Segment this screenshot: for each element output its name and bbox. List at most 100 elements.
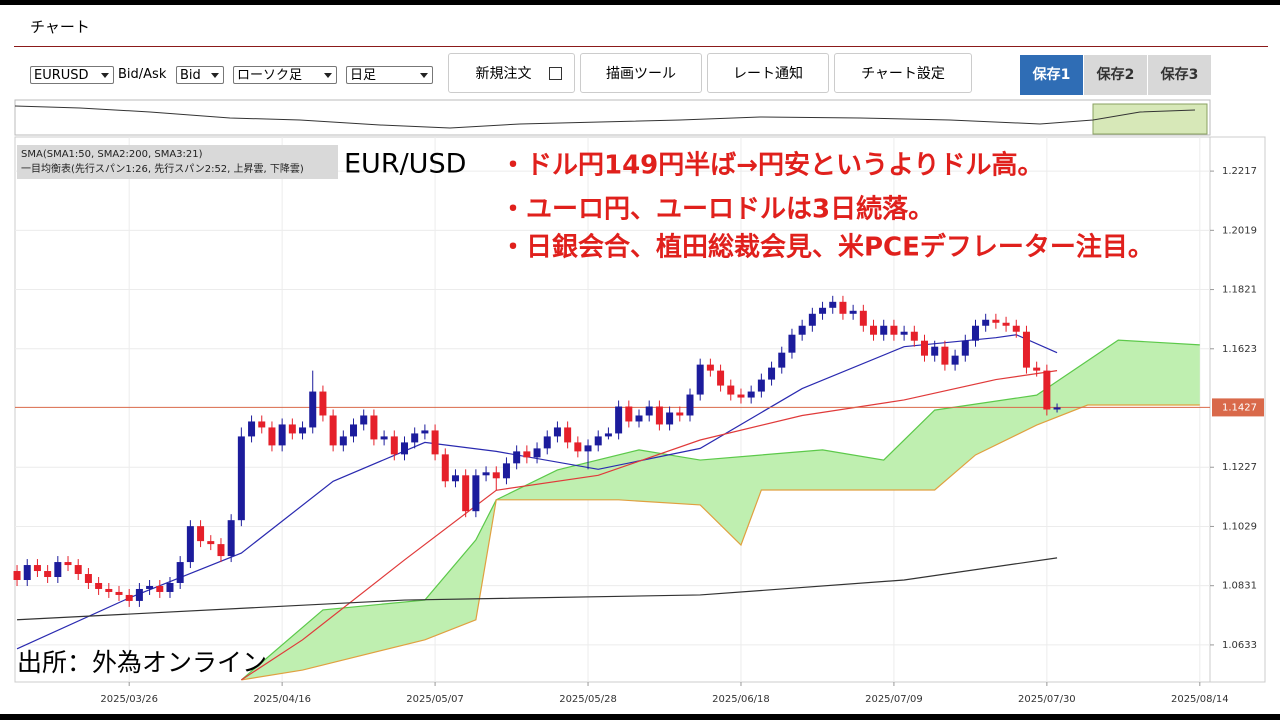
x-tick-label: 2025/03/26 — [100, 694, 158, 705]
candle-body — [156, 585, 164, 592]
candle-body — [197, 526, 205, 542]
candle-body — [625, 406, 633, 422]
symbol-select[interactable]: EURUSD — [30, 66, 114, 84]
candle-body — [829, 301, 837, 308]
annotation: ・ドル円149円半ば→円安というよりドル高。 — [500, 150, 1044, 181]
candle-body — [105, 588, 113, 592]
candle-body — [533, 448, 541, 458]
sma-line — [16, 334, 1058, 650]
candle-body — [676, 412, 684, 416]
candle-body — [584, 445, 592, 452]
x-tick-label: 2025/04/16 — [253, 694, 311, 705]
candle-body — [1012, 325, 1020, 332]
candle-body — [910, 331, 918, 341]
save-tab[interactable]: 保存2 — [1084, 55, 1147, 95]
settings-button[interactable]: チャート設定 — [834, 53, 972, 93]
candle-body — [564, 427, 572, 443]
candle-body — [390, 436, 398, 455]
candle-body — [513, 451, 521, 464]
x-tick-label: 2025/08/14 — [1171, 694, 1229, 705]
candle-body — [258, 421, 266, 428]
candle-body — [319, 391, 327, 416]
y-tick-label: 1.1821 — [1222, 285, 1257, 296]
candle-body — [380, 436, 388, 440]
candle-body — [1022, 331, 1030, 368]
navigator — [14, 99, 1211, 136]
candle-body — [421, 430, 429, 434]
candle-body — [1043, 370, 1051, 410]
candle-body — [176, 562, 184, 583]
draw-tool-button[interactable]: 描画ツール — [580, 53, 702, 93]
bid-ask-label: Bid/Ask — [118, 67, 167, 82]
candle-body — [186, 526, 194, 563]
candle-body — [645, 406, 653, 416]
window-icon — [549, 67, 562, 80]
candle-body — [849, 310, 857, 314]
alert-button[interactable]: レート通知 — [707, 53, 829, 93]
candle-body — [125, 594, 133, 601]
candle-body — [339, 436, 347, 446]
candle-body — [135, 588, 143, 601]
candle-body — [207, 541, 215, 545]
y-tick-label: 1.2217 — [1222, 166, 1257, 177]
candle-body — [299, 427, 307, 434]
y-tick-label: 1.1029 — [1222, 521, 1257, 532]
candle-body — [615, 406, 623, 434]
annotation: ・ユーロ円、ユーロドルは3日続落。 — [500, 194, 934, 225]
legend-box — [17, 145, 338, 179]
candle-body — [788, 334, 796, 353]
y-tick-label: 1.0633 — [1222, 640, 1257, 651]
candle-body — [921, 340, 929, 356]
period-select[interactable]: 日足 — [346, 66, 433, 84]
candle-body — [655, 406, 663, 425]
save-tab[interactable]: 保存3 — [1148, 55, 1211, 95]
candle-body — [237, 436, 245, 521]
symbol-label: EUR/USD — [344, 149, 466, 180]
candle-body — [95, 582, 103, 589]
candle-body — [64, 562, 72, 566]
span-b-line — [241, 404, 1200, 681]
candle-body — [268, 427, 276, 446]
last-price-box — [1212, 398, 1264, 417]
candle-body — [839, 301, 847, 314]
navigator-line — [14, 105, 1196, 129]
x-tick-label: 2025/05/28 — [559, 694, 617, 705]
candle-body — [146, 585, 154, 589]
candle-body — [737, 394, 745, 398]
save-tab[interactable]: 保存1 — [1020, 55, 1083, 95]
legend-text: SMA(SMA1:50, SMA2:200, SMA3:21) — [21, 149, 203, 160]
candle-body — [329, 415, 337, 446]
candle-body — [441, 454, 449, 482]
side-select[interactable]: Bid — [176, 66, 224, 84]
candle-body — [166, 582, 174, 592]
candle-body — [951, 355, 959, 365]
candle-body — [880, 325, 888, 335]
candle-body — [23, 565, 31, 580]
x-tick-label: 2025/05/07 — [406, 694, 464, 705]
new-order-button[interactable]: 新規注文 — [448, 53, 575, 93]
candle-body — [360, 415, 368, 425]
style-select[interactable]: ローソク足 — [233, 66, 337, 84]
candle-body — [33, 565, 41, 572]
candle-body — [961, 340, 969, 356]
candle-body — [717, 370, 725, 386]
candle-body — [492, 472, 500, 479]
candle-body — [574, 442, 582, 452]
candle-body — [13, 571, 21, 580]
candle-body — [768, 367, 776, 380]
navigator-window[interactable] — [1092, 103, 1208, 135]
y-tick-label: 1.0831 — [1222, 581, 1257, 592]
cloud-fill — [241, 340, 1200, 680]
header-rule — [14, 46, 1268, 47]
candle-body — [115, 591, 123, 595]
span-a-line — [240, 339, 1200, 681]
sma-line — [241, 370, 1058, 681]
candle-body — [543, 436, 551, 449]
candle-body — [350, 424, 358, 437]
candle-body — [451, 475, 459, 482]
candle-body — [227, 520, 235, 557]
candle-body — [941, 346, 949, 365]
candle-body — [747, 391, 755, 398]
candle-body — [666, 412, 674, 425]
